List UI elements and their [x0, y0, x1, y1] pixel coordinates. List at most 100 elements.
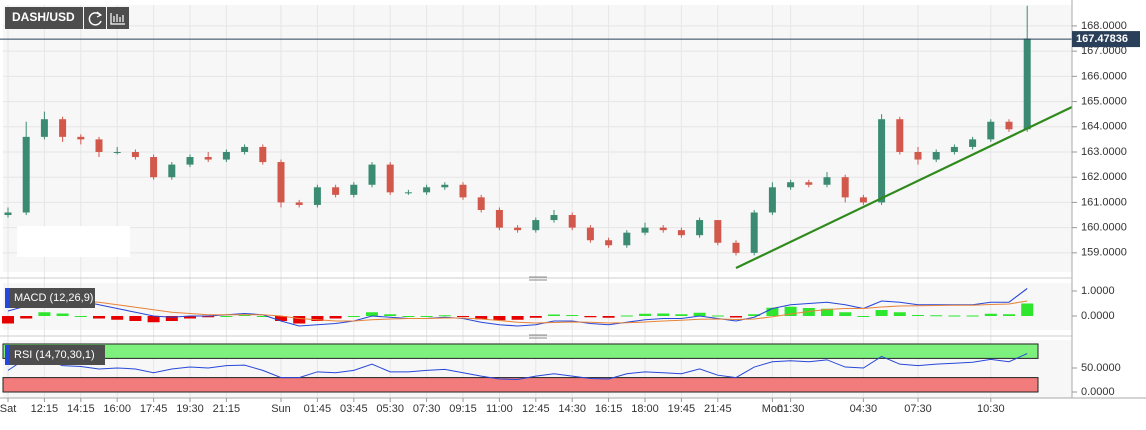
x-tick-label: 11:00 [486, 403, 513, 415]
x-tick-label: Sat [0, 403, 16, 415]
histogram-bar [311, 316, 324, 321]
last-price-box [1072, 31, 1140, 48]
histogram-bar [347, 316, 360, 317]
candle-body [459, 184, 467, 198]
candle-body [568, 215, 576, 228]
histogram-bar [420, 316, 433, 317]
histogram-bar [93, 316, 105, 319]
candle-body [186, 157, 194, 165]
candle-body [350, 184, 358, 195]
histogram-bar [602, 316, 615, 318]
histogram-bar [620, 315, 633, 317]
histogram-bar [912, 315, 924, 316]
candle-body [605, 240, 613, 246]
histogram-bar [275, 316, 287, 321]
candle-body [950, 146, 958, 152]
histogram-bar [948, 315, 961, 317]
y-tick-label: 163.0000 [1081, 146, 1127, 158]
candle-body [768, 187, 776, 213]
histogram-bar [966, 315, 979, 317]
x-tick-label: 01:45 [304, 403, 332, 415]
histogram-bar [584, 316, 597, 318]
candle-body [641, 227, 649, 233]
candle-body [131, 151, 139, 158]
refresh-button[interactable] [84, 7, 106, 29]
histogram-bar [693, 312, 706, 316]
histogram-bar [329, 316, 342, 319]
candle-body [423, 187, 431, 193]
rsi-label-box[interactable] [5, 345, 105, 365]
x-tick-label: 10:30 [977, 403, 1005, 415]
axis-labels: 159.0000 160.0000 161.0000 162.0000 163.0000… [0, 20, 1140, 415]
candle-body [404, 192, 412, 194]
macd-label-box[interactable] [5, 288, 95, 308]
histogram-bar [493, 316, 506, 321]
x-tick-label: 16:00 [103, 403, 131, 415]
histogram-bar [20, 316, 33, 319]
y-tick-label: 0.0000 [1081, 386, 1115, 398]
histogram-bar [730, 316, 742, 318]
oversold-band [2, 377, 1039, 393]
candle-body [550, 215, 558, 221]
histogram-bar [639, 313, 651, 316]
candle-body [295, 202, 303, 205]
candle-body [969, 139, 977, 147]
histogram-bar [366, 312, 378, 316]
x-tick-label: 19:30 [176, 403, 204, 415]
candle-body [532, 220, 540, 231]
histogram-bar [566, 315, 579, 316]
x-tick-label: 21:15 [213, 403, 241, 415]
x-tick-label: 18:00 [631, 403, 659, 415]
candle-body [1023, 38, 1031, 130]
histogram-bar [548, 314, 560, 316]
candle-body [805, 182, 813, 185]
y-tick-label: 159.0000 [1081, 247, 1127, 259]
y-tick-label: 50.0000 [1081, 362, 1121, 374]
candle-body [332, 187, 340, 195]
histogram-bar [220, 316, 233, 317]
candle-body [714, 220, 722, 243]
candle-body [441, 184, 449, 188]
symbol-box[interactable] [5, 7, 83, 29]
overbought-band [2, 343, 1039, 359]
x-tick-label: 19:45 [668, 403, 696, 415]
candle-body [841, 177, 849, 198]
y-tick-label: 160.0000 [1081, 222, 1127, 234]
macd-line [7, 288, 1028, 327]
histogram-bar [1003, 314, 1015, 316]
resize-grip[interactable] [529, 334, 547, 339]
settings-button[interactable] [107, 7, 129, 29]
histogram-bar [74, 316, 87, 317]
candle-body [514, 227, 522, 231]
histogram-bar [657, 313, 670, 316]
histogram-bar [930, 315, 943, 317]
histogram-bar [256, 316, 269, 317]
candle-body [896, 119, 904, 152]
histogram-bar [1021, 303, 1034, 316]
resize-grip[interactable] [529, 276, 547, 281]
histogram-bar [529, 316, 542, 318]
x-tick-label: 21:45 [704, 403, 732, 415]
histogram-bar [475, 316, 488, 320]
histogram-bar [402, 316, 415, 317]
x-tick-label: Sun [271, 403, 291, 415]
candle-body [823, 177, 831, 185]
histogram-bar [711, 315, 724, 317]
histogram-bar [147, 316, 160, 323]
candle-body [4, 212, 12, 216]
y-tick-label: 161.0000 [1081, 196, 1127, 208]
y-tick-label: 1.0000 [1081, 285, 1115, 297]
candle-body [241, 146, 249, 152]
histogram-bar [784, 306, 797, 316]
rsi-label: RSI (14,70,30,1) [14, 349, 95, 361]
x-tick-label: 07:30 [904, 403, 932, 415]
candle-body [477, 197, 485, 210]
candle-body [787, 182, 795, 188]
histogram-bar [56, 313, 69, 316]
rsi-line [7, 353, 1028, 381]
x-tick-label: 03:45 [340, 403, 368, 415]
candle-body [277, 162, 285, 203]
macd-label: MACD (12,26,9) [14, 292, 93, 304]
